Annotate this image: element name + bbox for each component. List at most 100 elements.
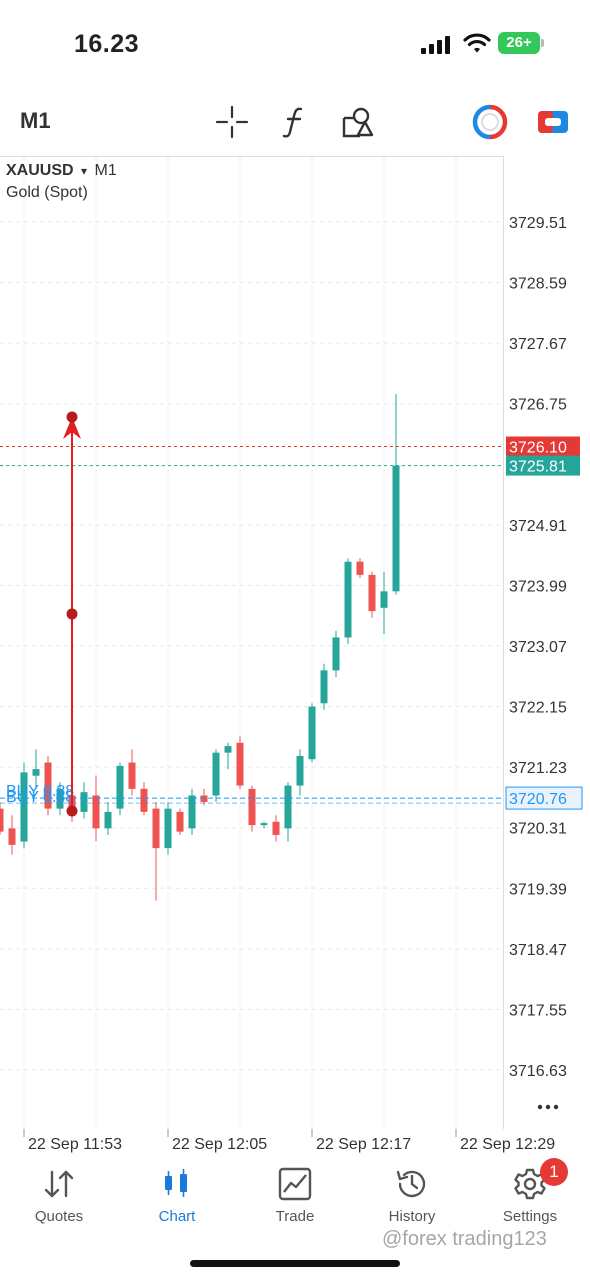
nav-settings[interactable]: Settings	[475, 1160, 585, 1235]
trade-mode-icon[interactable]	[535, 104, 571, 140]
ask-price-tag	[506, 436, 580, 457]
price-tick-label: 3719.39	[509, 881, 567, 898]
nav-label: Settings	[502, 1208, 558, 1225]
time-tick-label: 22 Sep 12:29	[460, 1136, 555, 1153]
candle-body	[272, 821, 280, 835]
more-options-icon	[537, 1104, 543, 1110]
price-tick-label: 3716.63	[509, 1063, 567, 1080]
settings-notification-badge: 1	[540, 1158, 568, 1186]
candle-body	[32, 769, 40, 776]
history-icon	[396, 1170, 426, 1198]
chart-icon	[165, 1169, 187, 1197]
crosshair-icon[interactable]	[214, 104, 250, 140]
candle-body	[8, 828, 16, 845]
nav-label: Trade	[275, 1208, 315, 1225]
candle-body	[128, 762, 136, 789]
ask-price-label: 3726.10	[509, 440, 567, 457]
nav-label: Quotes	[34, 1208, 84, 1225]
arrow-object-head	[63, 417, 81, 439]
more-options-icon	[553, 1104, 559, 1110]
battery-tip	[541, 39, 544, 47]
bid-price-tag	[506, 455, 580, 476]
chart-toolbar: M1	[0, 96, 590, 148]
arrow-object-handle	[66, 411, 78, 423]
symbol-name: XAUUSD	[6, 162, 74, 179]
more-options-icon	[545, 1104, 551, 1110]
price-tick-label: 3717.55	[509, 1002, 567, 1019]
objects-icon[interactable]	[340, 104, 376, 140]
price-tick-label: 3729.51	[509, 215, 567, 232]
wifi-icon	[463, 33, 491, 53]
time-tick-label: 22 Sep 11:53	[28, 1136, 122, 1153]
candlestick-chart[interactable]: 3729.51 3728.59 3727.67 3726.75 3724.91 3723.…	[0, 0, 590, 1160]
candle-body	[284, 785, 292, 829]
candle-body	[188, 795, 196, 829]
price-tick-label: 3720.31	[509, 821, 567, 838]
candle-body	[248, 788, 256, 826]
candle-body	[0, 808, 4, 832]
candle-body	[368, 574, 376, 612]
candle-body	[356, 561, 364, 575]
position-price-tag	[505, 786, 583, 810]
candle-body	[224, 746, 232, 753]
candle-body	[320, 670, 328, 704]
price-tick-label: 3727.67	[509, 336, 567, 353]
status-bar: 16.23 26+	[0, 0, 590, 90]
bottom-navigation: Quotes Chart Trade History	[0, 1160, 590, 1240]
candle-body	[56, 788, 64, 809]
candle-body	[44, 762, 52, 809]
price-tick-label: 3728.59	[509, 276, 567, 293]
symbol-timeframe: M1	[94, 162, 117, 179]
candle-body	[176, 811, 184, 832]
arrow-object-handle	[66, 608, 78, 620]
price-tick-label: 3723.99	[509, 578, 567, 595]
nav-trade[interactable]: Trade	[240, 1160, 350, 1235]
price-tick-label: 3721.23	[509, 760, 567, 777]
candle-body	[212, 752, 220, 796]
function-icon[interactable]	[277, 104, 313, 140]
candle-body	[116, 765, 124, 809]
nav-history[interactable]: History	[357, 1160, 467, 1235]
status-time: 16.23	[74, 30, 140, 58]
price-tick-label: 3724.91	[509, 518, 567, 535]
trade-icon	[278, 1167, 312, 1201]
candle-body	[80, 792, 88, 812]
price-tick-label: 3718.47	[509, 942, 567, 959]
arrow-object-handle	[66, 805, 78, 817]
candle-body	[260, 823, 268, 826]
candle-body	[92, 795, 100, 829]
time-tick-label: 22 Sep 12:05	[172, 1136, 267, 1153]
price-tick-label: 3726.75	[509, 397, 567, 414]
quotes-icon	[44, 1170, 74, 1198]
candle-body	[164, 808, 172, 849]
bid-price-label: 3725.81	[509, 459, 567, 476]
position-label: BUY 0.88	[6, 783, 74, 800]
candle-body	[308, 706, 316, 760]
cellular-signal-icon	[421, 36, 453, 54]
chart-area[interactable]	[0, 156, 504, 1129]
candle-body	[380, 591, 388, 608]
watermark-text: @forex trading123	[382, 1228, 547, 1250]
home-indicator[interactable]	[190, 1260, 400, 1267]
candle-body	[392, 465, 400, 592]
price-tick-label: 3723.07	[509, 639, 567, 656]
position-label: BUY 0.88	[6, 789, 74, 806]
battery-indicator: 26+	[498, 32, 540, 54]
symbol-dropdown-icon: ▾	[81, 164, 88, 178]
chart-symbol-header[interactable]: XAUUSD ▾ M1	[6, 162, 117, 180]
symbol-description: Gold (Spot)	[6, 184, 88, 201]
candle-body	[20, 772, 28, 842]
candle-body	[200, 795, 208, 803]
candle-body	[332, 637, 340, 671]
position-price-label: 3720.76	[509, 791, 567, 808]
candle-body	[152, 808, 160, 849]
nav-label: History	[388, 1208, 436, 1225]
timeframe-button[interactable]: M1	[20, 108, 51, 133]
candle-body	[344, 561, 352, 638]
price-tick-label: 3722.15	[509, 700, 567, 717]
one-click-icon[interactable]	[472, 104, 508, 140]
time-tick-label: 22 Sep 12:17	[316, 1136, 411, 1153]
nav-quotes[interactable]: Quotes	[4, 1160, 114, 1235]
nav-label: Chart	[158, 1208, 196, 1225]
nav-chart[interactable]: Chart	[122, 1160, 232, 1235]
